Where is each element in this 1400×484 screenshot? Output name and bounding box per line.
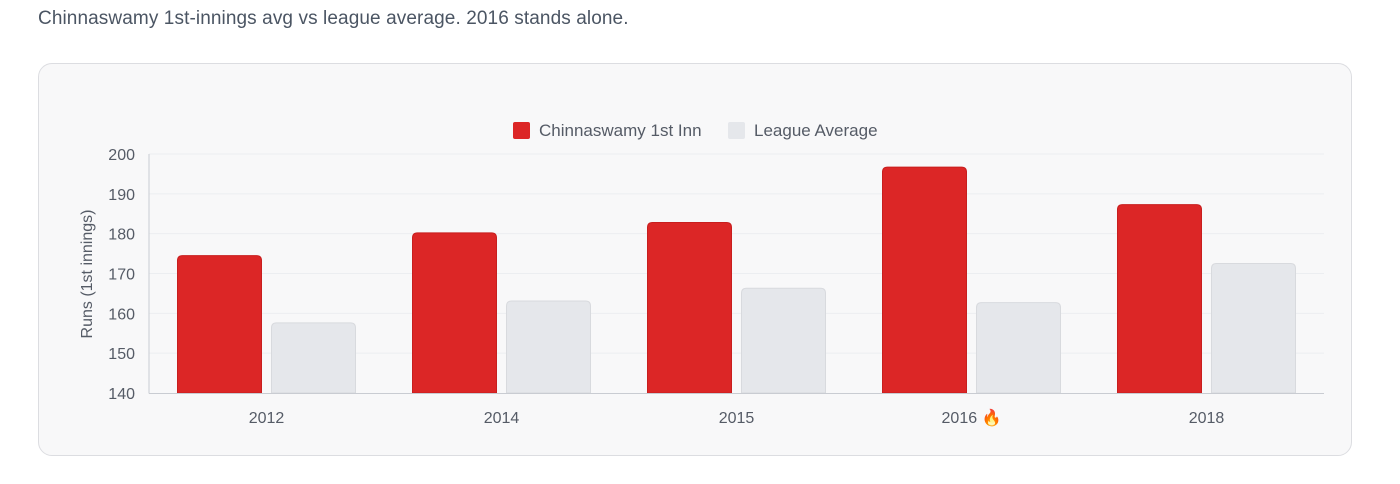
- legend-swatch-league-average: [728, 122, 745, 139]
- y-tick-label: 190: [108, 187, 135, 204]
- chart-caption: Chinnaswamy 1st-innings avg vs league av…: [38, 8, 629, 29]
- axes: 140 150 160 170 180 190 200 2012 2014 2015 2016 🔥 2…: [108, 147, 1324, 427]
- y-tick-label: 200: [108, 147, 135, 164]
- legend: Chinnaswamy 1st Inn League Average: [513, 121, 878, 140]
- legend-swatch-chinnaswamy: [513, 122, 530, 139]
- bar-league-average: [506, 300, 591, 394]
- bar-chinnaswamy: [412, 232, 497, 394]
- bar-chinnaswamy: [647, 222, 732, 394]
- y-tick-label: 150: [108, 346, 135, 363]
- x-tick-label: 2016 🔥: [942, 408, 1002, 427]
- bar-chinnaswamy: [1117, 204, 1202, 394]
- x-tick-label: 2018: [1189, 410, 1225, 427]
- bar-league-average: [1211, 263, 1296, 394]
- y-tick-label: 170: [108, 267, 135, 284]
- x-tick-label: 2012: [249, 410, 285, 427]
- bar-chinnaswamy: [882, 166, 967, 394]
- legend-label-league-average: League Average: [754, 121, 878, 140]
- bar-league-average: [976, 302, 1061, 394]
- bar-chinnaswamy: [177, 255, 262, 394]
- x-tick-label: 2015: [719, 410, 755, 427]
- bar-league-average: [271, 322, 356, 394]
- bar-league-average: [741, 287, 826, 394]
- bar-chart: Chinnaswamy 1st Inn League Average Runs …: [79, 121, 1324, 427]
- x-tick-label: 2014: [484, 410, 520, 427]
- chart-card: Chinnaswamy 1st Inn League Average Runs …: [38, 63, 1352, 456]
- legend-label-chinnaswamy: Chinnaswamy 1st Inn: [539, 121, 702, 140]
- y-tick-label: 140: [108, 386, 135, 403]
- y-axis-title: Runs (1st innings): [79, 210, 96, 339]
- bars: [177, 166, 1296, 394]
- y-tick-label: 180: [108, 227, 135, 244]
- y-tick-label: 160: [108, 306, 135, 323]
